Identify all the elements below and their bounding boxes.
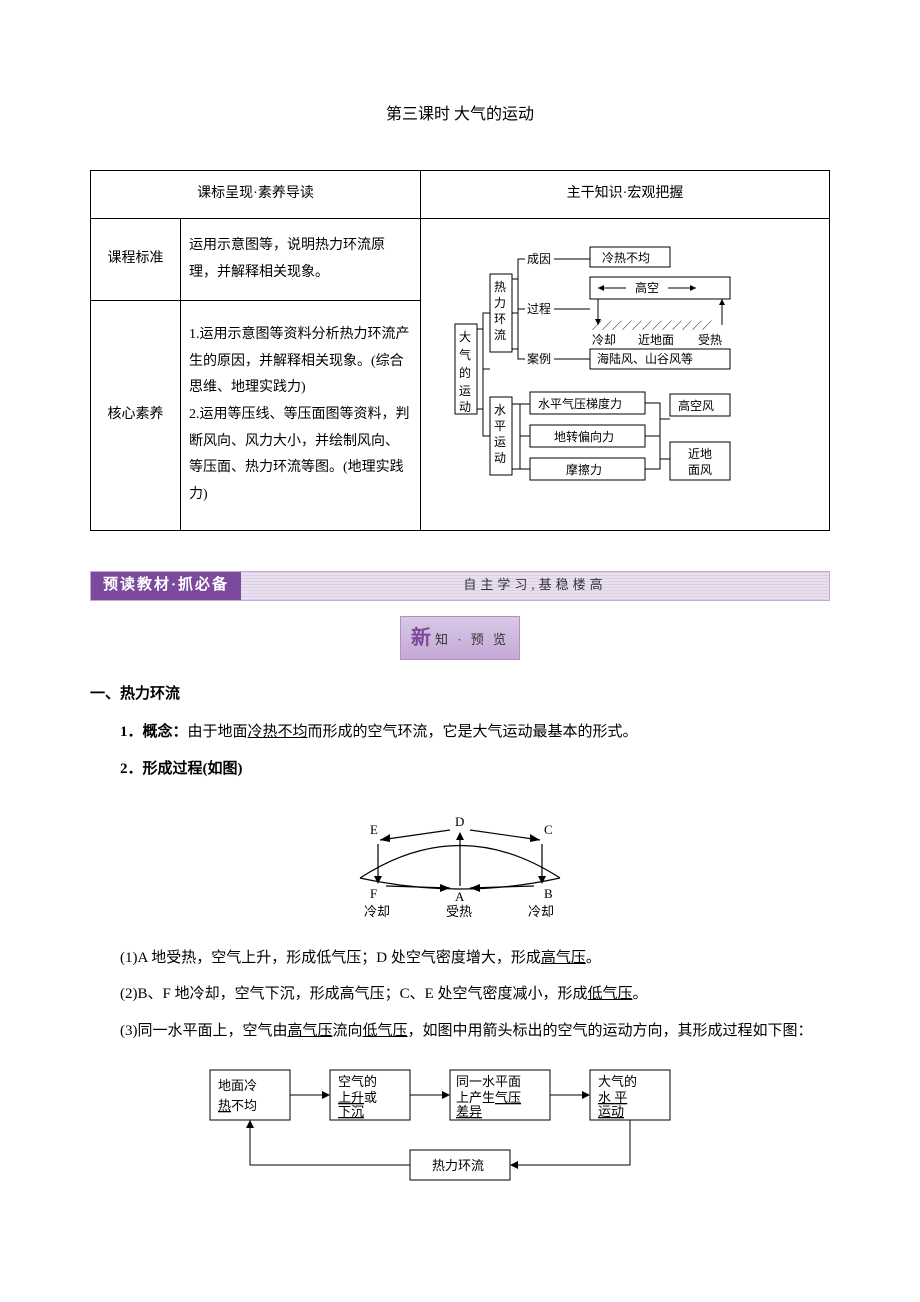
- para-3: (1)A 地受热，空气上升，形成低气压；D 处空气密度增大，形成高气压。: [90, 944, 830, 973]
- svg-text:环: 环: [494, 312, 506, 326]
- svg-text:近地面: 近地面: [638, 333, 674, 347]
- svg-text:上升或: 上升或: [338, 1090, 377, 1105]
- svg-text:运动: 运动: [598, 1104, 624, 1119]
- standards-table: 课标呈现·素养导读 主干知识·宏观把握 课程标准 运用示意图等，说明热力环流原理…: [90, 170, 830, 530]
- svg-text:海陆风、山谷风等: 海陆风、山谷风等: [597, 351, 693, 366]
- p5-u2: 低气压: [363, 1023, 408, 1039]
- svg-text:力: 力: [494, 296, 506, 310]
- table-header-right: 主干知识·宏观把握: [421, 171, 830, 219]
- svg-text:B: B: [544, 886, 553, 901]
- svg-text:A: A: [455, 889, 465, 904]
- svg-text:近地: 近地: [688, 447, 712, 461]
- para-concept: 1．概念：由于地面冷热不均而形成的空气环流，它是大气运动最基本的形式。: [90, 718, 830, 747]
- p1-u1: 冷热不均: [248, 724, 308, 740]
- table-header-left: 课标呈现·素养导读: [91, 171, 421, 219]
- svg-text:受热: 受热: [698, 333, 722, 347]
- svg-text:过程: 过程: [527, 301, 551, 316]
- para-5: (3)同一水平面上，空气由高气压流向低气压，如图中用箭头标出的空气的运动方向，其…: [90, 1017, 830, 1046]
- p4-a: (2)B、F 地冷却，空气下沉，形成高气压；C、E 处空气密度减小，形成: [120, 986, 588, 1002]
- svg-text:D: D: [455, 814, 464, 829]
- p5-a: (3)同一水平面上，空气由: [120, 1023, 288, 1039]
- sub-banner-rest: 知 · 预 览: [435, 632, 509, 647]
- svg-text:地面冷: 地面冷: [218, 1078, 257, 1093]
- p3-b: 。: [586, 950, 601, 966]
- p5-m: 流向: [333, 1023, 363, 1039]
- para-process: 2．形成过程(如图): [90, 755, 830, 784]
- p4-u: 低气压: [588, 986, 633, 1002]
- p3-u: 高气压: [541, 950, 586, 966]
- p5-b: ，如图中用箭头标出的空气的运动方向，其形成过程如下图：: [408, 1023, 813, 1039]
- row-label-literacy: 核心素养: [91, 301, 181, 530]
- svg-text:冷却: 冷却: [592, 333, 616, 347]
- svg-text:平: 平: [494, 419, 506, 433]
- svg-text:／／／／／／／／／／／／: ／／／／／／／／／／／／: [592, 320, 712, 332]
- knowledge-tree-diagram: 大 气 的 运 动 热力环流 水平运动: [450, 229, 800, 509]
- svg-text:F: F: [370, 886, 377, 901]
- svg-text:高空风: 高空风: [678, 398, 714, 413]
- svg-text:案例: 案例: [527, 351, 551, 366]
- svg-text:运: 运: [494, 435, 506, 449]
- svg-text:流: 流: [494, 328, 506, 342]
- banner-left: 预读教材·抓必备: [91, 572, 241, 600]
- flowchart-diagram: 地面冷 热不均 空气的 上升或 下沉 同一水平面 上产生气压 差异 大气的 水 …: [90, 1060, 830, 1201]
- svg-text:冷热不均: 冷热不均: [602, 251, 650, 265]
- sub-banner: 新知 · 预 览: [90, 616, 830, 660]
- svg-text:下沉: 下沉: [338, 1104, 364, 1119]
- row-content-standard: 运用示意图等，说明热力环流原理，并解释相关现象。: [181, 218, 421, 300]
- svg-text:冷却: 冷却: [528, 904, 554, 918]
- svg-text:热: 热: [494, 280, 506, 294]
- svg-text:地转偏向力: 地转偏向力: [554, 429, 614, 444]
- svg-text:热不均: 热不均: [218, 1098, 257, 1113]
- sub-banner-big: 新: [411, 627, 431, 649]
- svg-text:C: C: [544, 822, 553, 837]
- svg-text:差异: 差异: [456, 1104, 482, 1119]
- circulation-diagram: E D C F A B 冷却 受热 冷却: [90, 798, 830, 929]
- p1-prefix: 1．概念：: [120, 724, 188, 740]
- t-root-4: 运: [459, 384, 471, 398]
- p4-b: 。: [633, 986, 648, 1002]
- section-banner: 预读教材·抓必备 自主学习,基稳楼高: [90, 571, 830, 601]
- svg-text:E: E: [370, 822, 378, 837]
- svg-text:水: 水: [494, 403, 506, 417]
- t-root-3: 的: [459, 365, 471, 380]
- p2-text: 2．形成过程(如图): [120, 761, 243, 777]
- t-root-1: 大: [459, 330, 471, 344]
- svg-text:冷却: 冷却: [364, 904, 390, 918]
- svg-text:水 平: 水 平: [598, 1090, 627, 1105]
- p3-a: (1)A 地受热，空气上升，形成低气压；D 处空气密度增大，形成: [120, 950, 541, 966]
- svg-text:摩擦力: 摩擦力: [566, 462, 602, 477]
- p1-b: 而形成的空气环流，它是大气运动最基本的形式。: [308, 724, 638, 740]
- svg-text:受热: 受热: [446, 904, 472, 918]
- svg-text:上产生气压: 上产生气压: [456, 1090, 521, 1105]
- page-title: 第三课时 大气的运动: [90, 100, 830, 130]
- p5-u1: 高气压: [288, 1023, 333, 1039]
- svg-text:水平气压梯度力: 水平气压梯度力: [538, 396, 622, 411]
- knowledge-tree-cell: 大 气 的 运 动 热力环流 水平运动: [421, 218, 830, 530]
- p1-a: 由于地面: [188, 724, 248, 740]
- svg-text:热力环流: 热力环流: [432, 1158, 484, 1173]
- heading-thermal: 一、热力环流: [90, 680, 830, 709]
- t-root-5: 动: [459, 400, 471, 414]
- svg-text:空气的: 空气的: [338, 1074, 377, 1089]
- row-content-literacy: 1.运用示意图等资料分析热力环流产生的原因，并解释相关现象。(综合思维、地理实践…: [181, 301, 421, 530]
- svg-text:同一水平面: 同一水平面: [456, 1074, 521, 1089]
- para-4: (2)B、F 地冷却，空气下沉，形成高气压；C、E 处空气密度减小，形成低气压。: [90, 980, 830, 1009]
- row-label-standard: 课程标准: [91, 218, 181, 300]
- banner-right: 自主学习,基稳楼高: [241, 573, 829, 598]
- svg-text:面风: 面风: [688, 463, 712, 477]
- svg-text:成因: 成因: [527, 252, 551, 266]
- svg-text:动: 动: [494, 451, 506, 465]
- svg-text:大气的: 大气的: [598, 1074, 637, 1089]
- t-root-2: 气: [459, 347, 471, 362]
- svg-text:高空: 高空: [635, 280, 659, 295]
